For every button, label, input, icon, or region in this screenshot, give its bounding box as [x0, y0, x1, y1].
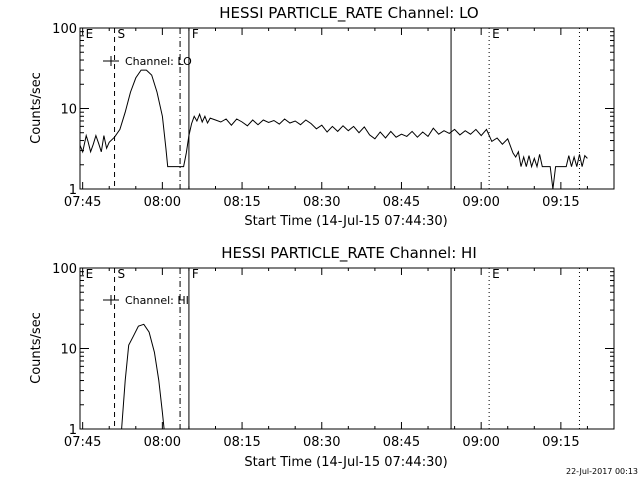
generation-timestamp: 22-Jul-2017 00:13 — [566, 467, 638, 476]
hi-y-tick-label: 1 — [69, 423, 77, 438]
hi-legend: Channel: HI — [103, 294, 189, 307]
lo-x-tick-label: 09:00 — [462, 195, 499, 210]
lo-y-tick-label: 10 — [60, 103, 77, 118]
lo-marker-label: E — [86, 27, 94, 41]
hi-x-axis: 07:45 08:00 08:15 08:30 08:45 09:00 09:15 — [64, 268, 615, 450]
lo-x-tick-label: 08:30 — [303, 195, 340, 210]
hi-y-tick-label: 10 — [60, 343, 77, 358]
lo-x-tick-label: 08:45 — [383, 195, 420, 210]
hi-x-tick-label: 09:00 — [462, 435, 499, 450]
lo-plot-frame — [79, 27, 615, 190]
lo-marker-label: E — [492, 27, 500, 41]
lo-x-tick-label: 09:15 — [542, 195, 579, 210]
hi-y-tick-label: 100 — [52, 262, 77, 277]
lo-y-axis-label: Counts/sec — [29, 72, 44, 144]
lo-x-tick-label: 08:00 — [144, 195, 181, 210]
hi-marker-label: S — [118, 267, 126, 281]
lo-chart-title: HESSI PARTICLE_RATE Channel: LO — [219, 4, 478, 23]
lo-marker-label: F — [192, 27, 199, 41]
lo-chart-panel: HESSI PARTICLE_RATE Channel: LO 07:45 08:… — [29, 4, 615, 229]
hi-x-tick-label: 07:45 — [64, 435, 101, 450]
hi-x-tick-label: 09:15 — [542, 435, 579, 450]
hi-x-tick-label: 08:45 — [383, 435, 420, 450]
hi-y-axis: 1 10 100 — [52, 262, 614, 438]
lo-series-line — [79, 69, 588, 190]
lo-y-tick-label: 1 — [69, 183, 77, 198]
hi-x-tick-label: 08:00 — [144, 435, 181, 450]
hi-y-axis-label: Counts/sec — [29, 312, 44, 384]
lo-marker-label: S — [118, 27, 126, 41]
lo-x-axis: 07:45 08:00 08:15 08:30 08:45 09:00 09:15 — [64, 28, 615, 210]
hi-legend-label: Channel: HI — [125, 294, 189, 307]
hi-chart-panel: HESSI PARTICLE_RATE Channel: HI 07:45 08:… — [29, 244, 615, 470]
hi-plot-frame — [79, 267, 615, 430]
hi-marker-label: E — [86, 267, 94, 281]
hi-x-tick-label: 08:15 — [223, 435, 260, 450]
hi-marker-label: F — [192, 267, 199, 281]
hi-series-line — [121, 323, 165, 430]
lo-y-axis: 1 10 100 — [52, 22, 614, 198]
lo-legend-label: Channel: LO — [125, 55, 192, 68]
hi-chart-title: HESSI PARTICLE_RATE Channel: HI — [221, 244, 477, 263]
hi-x-tick-label: 08:30 — [303, 435, 340, 450]
lo-x-tick-label: 08:15 — [223, 195, 260, 210]
lo-x-axis-label: Start Time (14-Jul-15 07:44:30) — [244, 214, 447, 229]
lo-y-tick-label: 100 — [52, 22, 77, 37]
hi-marker-label: E — [492, 267, 500, 281]
lo-x-tick-label: 07:45 — [64, 195, 101, 210]
lo-legend: Channel: LO — [103, 55, 192, 68]
hi-x-axis-label: Start Time (14-Jul-15 07:44:30) — [244, 455, 447, 470]
